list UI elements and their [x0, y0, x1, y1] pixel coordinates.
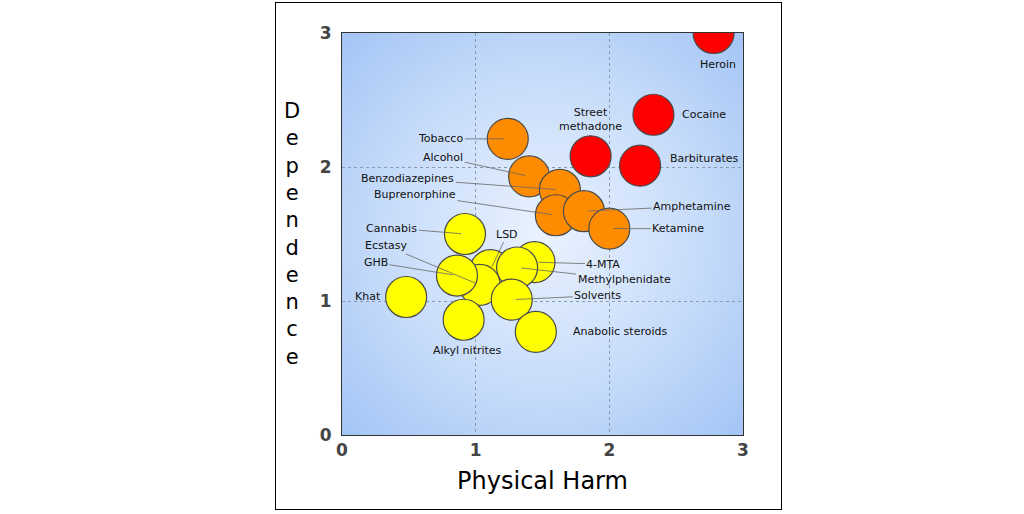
svg-text:Benzodiazepines: Benzodiazepines [361, 172, 454, 185]
svg-text:Solvents: Solvents [574, 289, 621, 302]
svg-text:Amphetamine: Amphetamine [653, 200, 731, 213]
svg-text:0: 0 [336, 440, 348, 460]
svg-text:1: 1 [470, 440, 482, 460]
svg-text:Heroin: Heroin [700, 58, 736, 71]
svg-text:3: 3 [737, 440, 749, 460]
svg-text:Buprenorphine: Buprenorphine [374, 188, 456, 201]
svg-text:LSD: LSD [496, 228, 518, 241]
svg-text:Anabolic steroids: Anabolic steroids [573, 325, 667, 338]
svg-text:3: 3 [320, 23, 332, 43]
svg-text:Alkyl nitrites: Alkyl nitrites [433, 344, 502, 357]
svg-text:Tobacco: Tobacco [418, 132, 463, 145]
svg-text:Ecstasy: Ecstasy [365, 239, 408, 252]
svg-text:0: 0 [320, 425, 332, 445]
svg-text:Physical Harm: Physical Harm [457, 467, 628, 495]
svg-text:Cannabis: Cannabis [366, 222, 417, 235]
svg-text:Alcohol: Alcohol [423, 151, 463, 164]
svg-text:Methylphenidate: Methylphenidate [578, 273, 671, 286]
svg-text:Streetmethadone: Streetmethadone [559, 106, 622, 133]
svg-text:1: 1 [320, 291, 332, 311]
svg-text:Cocaine: Cocaine [682, 108, 726, 121]
svg-text:2: 2 [320, 157, 332, 177]
svg-text:Ketamine: Ketamine [652, 222, 704, 235]
svg-text:Dependence: Dependence [284, 99, 300, 369]
svg-text:Barbiturates: Barbiturates [670, 152, 738, 165]
svg-text:Khat: Khat [355, 290, 381, 303]
svg-text:2: 2 [603, 440, 615, 460]
svg-text:GHB: GHB [364, 256, 388, 269]
svg-text:4-MTA: 4-MTA [586, 258, 620, 271]
